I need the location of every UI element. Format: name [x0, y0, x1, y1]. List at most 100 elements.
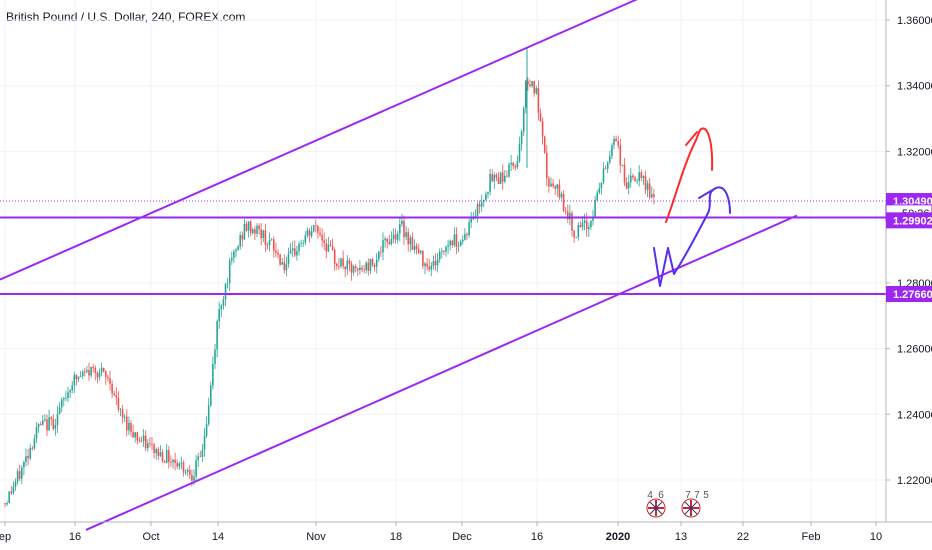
candle [12, 481, 15, 496]
candle [287, 247, 290, 268]
candle [611, 142, 613, 160]
candle [386, 237, 388, 249]
candle-body [447, 244, 449, 247]
candle [222, 295, 225, 310]
time-tick-label: 16 [531, 531, 543, 543]
candle-body [157, 449, 160, 456]
candle [212, 356, 214, 390]
price-tick-label: 1.22000 [897, 475, 932, 487]
candle [495, 173, 498, 182]
candle [275, 242, 277, 258]
candle-body [88, 370, 90, 376]
candle [459, 239, 462, 247]
candle [102, 367, 105, 373]
candle-body [623, 164, 626, 183]
candle-body [111, 384, 113, 394]
candle [417, 243, 420, 255]
candle [615, 135, 617, 142]
candle [476, 202, 479, 223]
candle-body [71, 385, 73, 391]
candle-body [569, 212, 571, 220]
candle [256, 223, 258, 238]
candle-body [264, 230, 267, 245]
price-tick-label: 1.26000 [897, 344, 932, 356]
candle-body [548, 178, 550, 187]
candle [228, 257, 231, 291]
candle [176, 459, 178, 469]
candle-body [472, 218, 475, 220]
price-label-text: 1.29902 [893, 215, 932, 227]
candle [142, 429, 145, 447]
candle-body [195, 460, 197, 477]
candle-body [480, 202, 483, 207]
candle [100, 362, 103, 377]
candle [270, 238, 273, 241]
candle-body [207, 405, 210, 425]
flag-diag-b [684, 501, 698, 515]
candle-body [357, 268, 359, 271]
candle [174, 452, 176, 471]
candle-body [134, 432, 136, 438]
candle-body [163, 461, 166, 463]
candle [651, 186, 653, 199]
candle [98, 368, 101, 381]
candle-body [268, 240, 271, 246]
candle [115, 387, 118, 405]
candle-body [300, 243, 302, 245]
candle-body [149, 443, 151, 445]
candle-body [252, 229, 254, 234]
candle [69, 389, 71, 399]
candle [426, 258, 428, 271]
candle-body [193, 476, 195, 481]
candle [37, 423, 40, 433]
level-price-label: 1.27660 [886, 286, 932, 303]
candle [598, 182, 601, 195]
candle-body [417, 249, 420, 254]
candle [46, 414, 48, 436]
candle-body [6, 502, 8, 505]
candle [560, 191, 563, 200]
event-marker-label: 7 [694, 490, 700, 501]
candle-body [73, 375, 76, 386]
candle [304, 231, 307, 245]
candle [472, 212, 475, 220]
time-tick-label: 2020 [606, 531, 630, 543]
candle-body [552, 183, 554, 187]
time-axis: ep 16 Oct 14 Nov 18 Dec 16 2020 13 22 Feb 10 [0, 521, 932, 543]
candle [302, 239, 304, 248]
price-label-text: 1.27660 [893, 289, 932, 301]
candle-body [140, 440, 143, 442]
candle [399, 216, 401, 242]
candle [373, 262, 376, 272]
candle [6, 500, 8, 506]
candle [653, 188, 655, 205]
candle-body [508, 164, 510, 177]
candle-body [426, 263, 428, 267]
candle-body [298, 244, 300, 252]
candle-body [310, 231, 313, 236]
candle-body [210, 385, 212, 406]
candle-body [65, 397, 67, 399]
candle [378, 250, 380, 263]
candle [231, 251, 233, 265]
candle-body [296, 251, 298, 256]
candle [155, 447, 157, 460]
candle [491, 169, 493, 182]
candle-body [354, 266, 357, 269]
candle-body [79, 376, 82, 377]
candle-body [63, 398, 65, 400]
candle-body [126, 416, 128, 431]
candle [207, 397, 210, 427]
candle-body [518, 143, 521, 162]
candle [54, 418, 57, 436]
candle-body [331, 246, 334, 250]
candle [539, 108, 542, 122]
candle [109, 370, 111, 391]
time-tick-label: 22 [737, 531, 749, 543]
candle [415, 243, 418, 255]
candle-body [306, 230, 309, 236]
candle [60, 397, 63, 412]
candle [590, 220, 592, 231]
candle [350, 260, 353, 281]
